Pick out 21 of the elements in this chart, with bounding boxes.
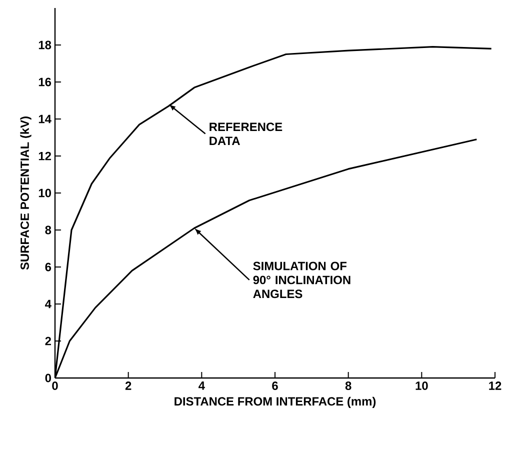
x-tick-label: 0 [52, 382, 58, 390]
y-tick-label: 4 [45, 300, 52, 308]
x-tick-label: 2 [125, 382, 132, 390]
y-tick-label: 12 [38, 152, 51, 160]
x-tick-label: 4 [198, 382, 205, 390]
y-tick-label: 16 [38, 78, 52, 86]
x-tick-label: 12 [489, 382, 502, 390]
x-tick-label: 6 [272, 382, 278, 390]
y-tick-label: 2 [45, 336, 51, 346]
x-tick-label: 8 [345, 382, 352, 390]
y-tick-label: 8 [45, 226, 52, 234]
x-tick-label: 10 [416, 382, 428, 390]
y-tick-label: 18 [38, 40, 52, 50]
y-tick-label: 0 [45, 374, 51, 382]
y-tick-label: 6 [45, 262, 52, 272]
y-tick-label: 10 [38, 188, 51, 198]
annotation: REFERENCE DATA [210, 122, 282, 145]
y-axis-title: SURFACE POTENTIAL (kV) [20, 116, 32, 270]
x-axis-title: DISTANCE FROM INTERFACE (mm) [174, 396, 376, 408]
y-tick-label: 14 [38, 114, 52, 124]
annotation: SIMULATION OF 90° INCLINATION ANGLES [253, 262, 350, 298]
